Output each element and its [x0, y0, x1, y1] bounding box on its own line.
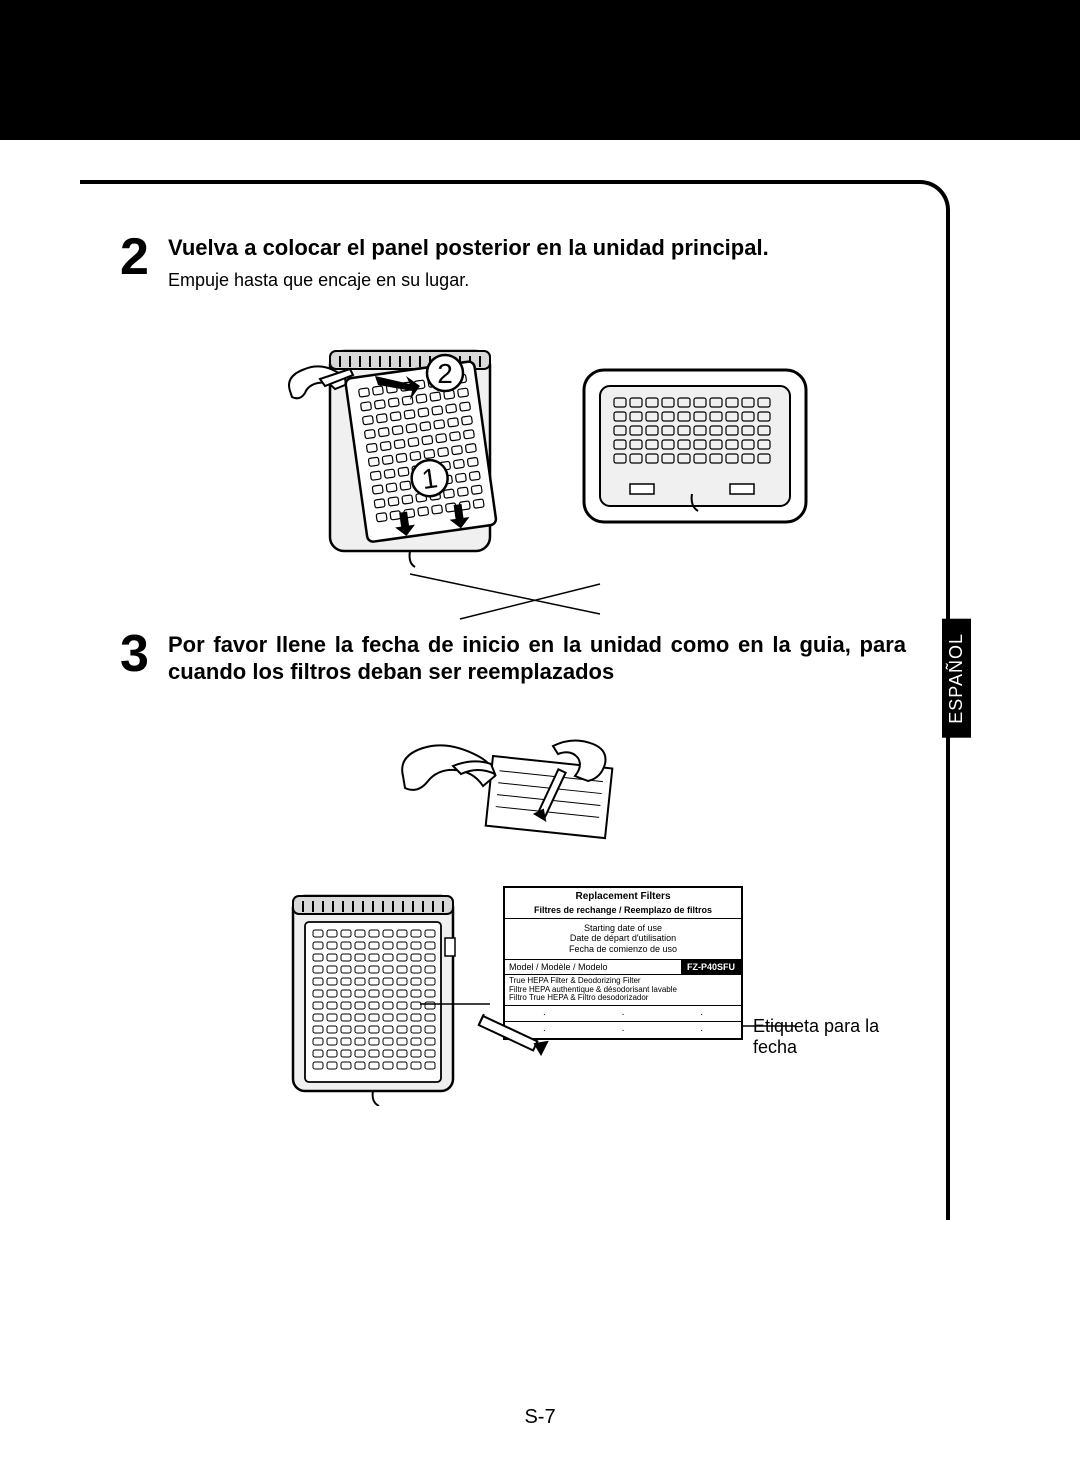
- label-model-row: Model / Modèle / Modelo FZ-P40SFU: [505, 960, 741, 975]
- step-2-figures: 1 2: [280, 321, 906, 571]
- purifier-to-label-line: [420, 994, 500, 1014]
- step-2-title: Vuelva a colocar el panel posterior en l…: [168, 234, 906, 262]
- label-date-line-3: Fecha de comienzo de uso: [507, 944, 739, 955]
- label-header-2: Filtres de rechange / Reemplazo de filtr…: [505, 905, 741, 919]
- language-tab: ESPAÑOL: [942, 619, 971, 738]
- label-date-line-2: Date de départ d'utilisation: [507, 933, 739, 944]
- figure-panel-install: 1 2: [280, 321, 520, 571]
- circle-2-label: 2: [437, 358, 453, 389]
- label-dates: Starting date of use Date de départ d'ut…: [505, 919, 741, 960]
- content-frame: ESPAÑOL 2 Vuelva a colocar el panel post…: [80, 180, 950, 1220]
- label-table-wrap: Replacement Filters Filtres de rechange …: [503, 886, 743, 1041]
- step-2-number: 2: [120, 234, 154, 291]
- step-3-text: Por favor llene la fecha de inicio en la…: [168, 631, 906, 686]
- dot: .: [584, 1022, 663, 1038]
- callout-connector: [400, 564, 660, 634]
- step-2-text: Vuelva a colocar el panel posterior en l…: [168, 234, 906, 291]
- label-header-1: Replacement Filters: [505, 888, 741, 905]
- top-black-bar: [0, 0, 1080, 140]
- step-3-title: Por favor llene la fecha de inicio en la…: [168, 631, 906, 686]
- label-date-line-1: Starting date of use: [507, 923, 739, 934]
- dot: .: [584, 1006, 663, 1021]
- dot: .: [662, 1022, 741, 1038]
- step-2-subtitle: Empuje hasta que encaje en su lugar.: [168, 270, 906, 291]
- step-3-figures: Replacement Filters Filtres de rechange …: [120, 716, 906, 1106]
- label-model-label: Model / Modèle / Modelo: [505, 960, 681, 974]
- step-3: 3 Por favor llene la fecha de inicio en …: [120, 631, 906, 686]
- figure-panel-detail: [580, 366, 810, 526]
- page-number: S-7: [0, 1406, 1080, 1429]
- step-3-number: 3: [120, 631, 154, 686]
- step-2: 2 Vuelva a colocar el panel posterior en…: [120, 234, 906, 291]
- label-model-value: FZ-P40SFU: [681, 960, 741, 974]
- figure-write-label: [383, 716, 643, 866]
- step-3-lower-row: Replacement Filters Filtres de rechange …: [283, 886, 743, 1106]
- dot: .: [662, 1006, 741, 1021]
- label-caption: Etiqueta para la fecha: [753, 1016, 893, 1058]
